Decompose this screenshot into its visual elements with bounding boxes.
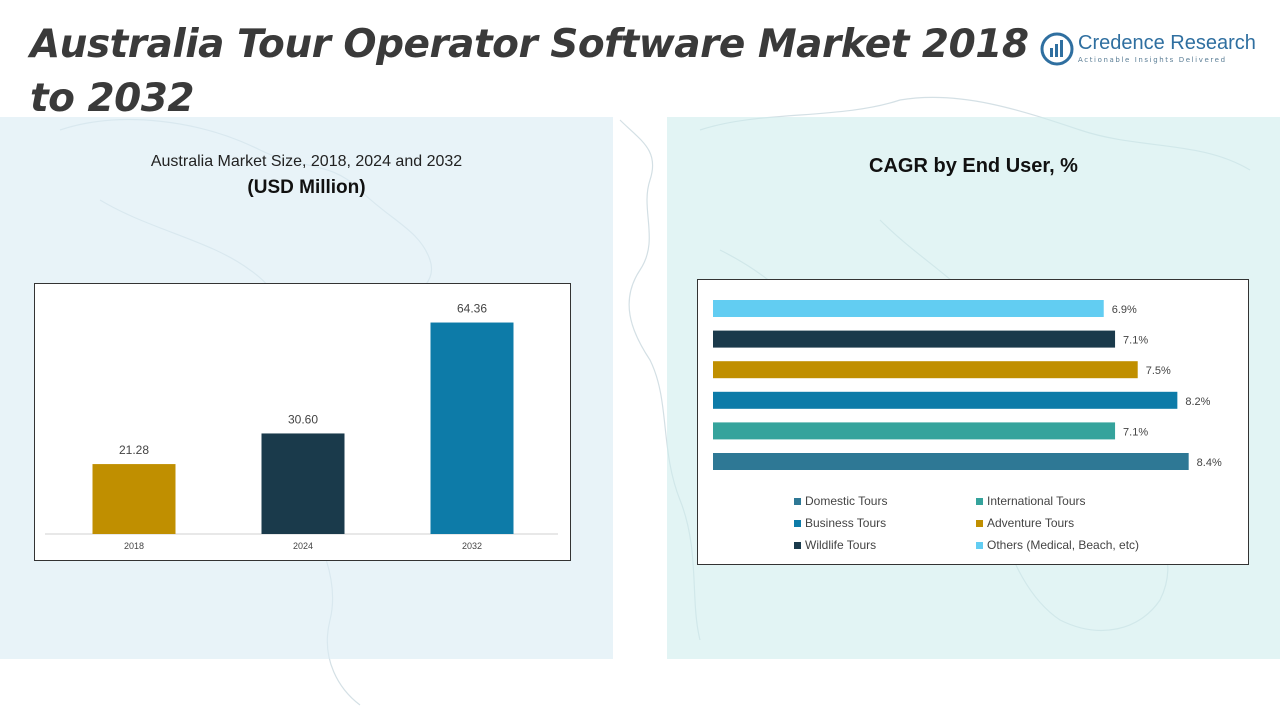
cagr-bar-chart: 8.4% 7.1% 8.2% 7.5% 7.1% 6.9% — [713, 300, 1222, 470]
market-size-panel: Australia Market Size, 2018, 2024 and 20… — [0, 117, 613, 659]
x-tick-label: 2032 — [462, 541, 482, 551]
market-size-chart-frame: 21.28 2018 30.60 2024 64.36 2032 — [34, 283, 571, 561]
legend-swatch — [794, 497, 801, 505]
logo-chart-icon — [1040, 32, 1074, 66]
hbar-value-label: 7.1% — [1123, 335, 1148, 347]
page-title: Australia Tour Operator Software Market … — [30, 22, 1029, 121]
hbar-value-label: 6.9% — [1112, 304, 1137, 316]
bar-value-label: 30.60 — [288, 412, 318, 426]
cagr-chart-title: CAGR by End User, % — [869, 155, 1078, 177]
legend-item: Others (Medical, Beach, etc) — [976, 538, 1139, 552]
legend-label: Wildlife Tours — [805, 538, 877, 552]
cagr-chart-frame: 8.4% 7.1% 8.2% 7.5% 7.1% 6.9% Domestic Tours I… — [697, 279, 1249, 565]
hbar-value-label: 7.1% — [1123, 426, 1148, 438]
market-size-chart-unit: (USD Million) — [247, 177, 366, 198]
legend-label: Domestic Tours — [805, 494, 888, 508]
legend-swatch — [794, 541, 801, 549]
bar-2018 — [92, 464, 176, 534]
cagr-panel: CAGR by End User, % 8.4% 7.1% 8.2% 7.5% 7.1%… — [667, 117, 1280, 659]
legend-item: Wildlife Tours — [794, 538, 876, 552]
hbar-adventure-tours — [713, 361, 1138, 379]
bar-value-label: 64.36 — [457, 302, 487, 316]
bar-2024 — [261, 433, 345, 534]
legend-label: International Tours — [987, 494, 1086, 508]
bar-value-label: 21.28 — [119, 443, 149, 457]
legend-label: Others (Medical, Beach, etc) — [987, 538, 1140, 552]
legend-swatch — [794, 519, 801, 527]
market-size-chart-title: Australia Market Size, 2018, 2024 and 20… — [150, 153, 463, 170]
logo-name: Credence Research — [1078, 32, 1256, 54]
legend-label: Business Tours — [805, 516, 887, 530]
bar-2032 — [430, 322, 514, 534]
legend-swatch — [976, 497, 983, 505]
legend-item: Domestic Tours — [794, 494, 887, 508]
legend-swatch — [976, 541, 983, 549]
hbar-value-label: 7.5% — [1146, 365, 1171, 377]
hbar-others-medical-beach-etc- — [713, 300, 1104, 317]
legend-item: Business Tours — [794, 516, 886, 530]
hbar-domestic-tours — [713, 453, 1189, 470]
market-size-bar-chart: 21.28 2018 30.60 2024 64.36 2032 — [45, 302, 558, 551]
hbar-wildlife-tours — [713, 330, 1116, 348]
x-tick-label: 2024 — [293, 541, 313, 551]
legend-item: International Tours — [976, 494, 1086, 508]
logo-tagline: Actionable Insights Delivered — [1078, 56, 1227, 64]
legend-item: Adventure Tours — [976, 516, 1074, 530]
hbar-business-tours — [713, 391, 1178, 409]
hbar-value-label: 8.2% — [1185, 396, 1210, 408]
x-tick-label: 2018 — [124, 541, 144, 551]
legend-label: Adventure Tours — [987, 516, 1075, 530]
hbar-value-label: 8.4% — [1197, 457, 1222, 469]
hbar-international-tours — [713, 422, 1116, 440]
credence-research-logo: Credence Research Actionable Insights De… — [1040, 30, 1270, 70]
legend-swatch — [976, 519, 983, 527]
